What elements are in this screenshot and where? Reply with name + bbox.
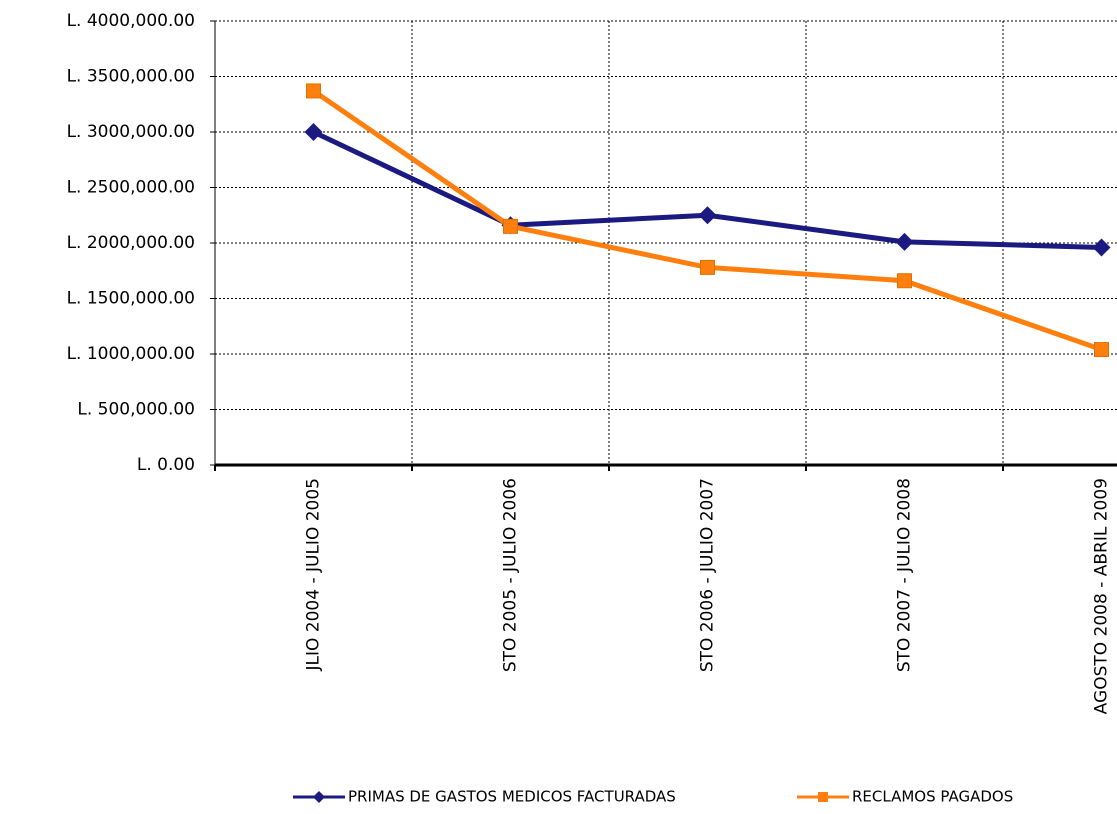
y-tick-label: L. 0.00 bbox=[137, 455, 195, 475]
x-tick-label: STO 2005 - JULIO 2006 bbox=[501, 478, 521, 672]
point bbox=[698, 206, 717, 225]
legend-label: RECLAMOS PAGADOS bbox=[852, 788, 1013, 806]
x-tick-label: AGOSTO 2008 - ABRIL 2009 bbox=[1092, 478, 1112, 714]
x-tick-label: STO 2006 - JULIO 2007 bbox=[698, 478, 718, 672]
point bbox=[895, 232, 914, 251]
point bbox=[1092, 238, 1111, 257]
y-tick-label: L. 2000,000.00 bbox=[67, 233, 195, 253]
point bbox=[304, 123, 323, 141]
legend-swatch bbox=[313, 791, 325, 803]
point bbox=[1094, 342, 1109, 358]
point bbox=[503, 218, 518, 234]
y-tick-label: L. 500,000.00 bbox=[77, 400, 195, 420]
legend-swatch bbox=[818, 792, 828, 802]
y-tick-label: L. 2500,000.00 bbox=[67, 178, 195, 198]
x-tick-label: JLIO 2004 - JULIO 2005 bbox=[304, 478, 324, 671]
point bbox=[306, 83, 321, 99]
point bbox=[897, 273, 912, 289]
point bbox=[700, 259, 715, 275]
x-tick-label: STO 2007 - JULIO 2008 bbox=[895, 478, 915, 672]
legend-label: PRIMAS DE GASTOS MEDICOS FACTURADAS bbox=[348, 788, 676, 806]
y-tick-label: L. 1000,000.00 bbox=[67, 344, 195, 364]
y-tick-label: L. 3000,000.00 bbox=[67, 122, 195, 142]
series-line bbox=[312, 129, 1102, 250]
y-tick-label: L. 3500,000.00 bbox=[67, 67, 195, 87]
y-tick-label: L. 1500,000.00 bbox=[67, 289, 195, 309]
y-tick-label: L. 4000,000.00 bbox=[67, 11, 195, 31]
